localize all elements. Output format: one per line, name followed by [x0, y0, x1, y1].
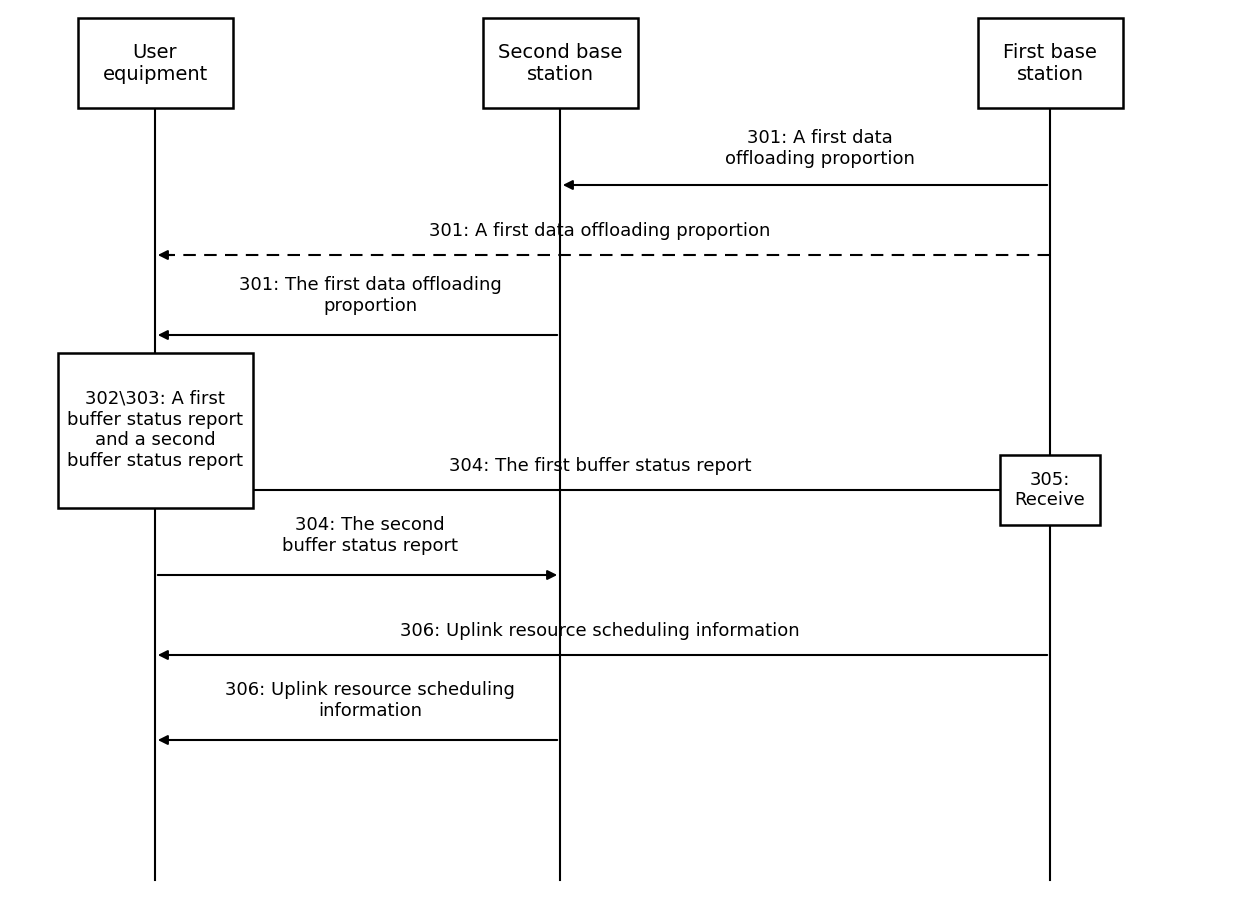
Bar [57, 353, 253, 508]
Text: 306: Uplink resource scheduling information: 306: Uplink resource scheduling informat… [401, 622, 800, 640]
Text: 305:
Receive: 305: Receive [1014, 471, 1085, 510]
Text: 306: Uplink resource scheduling
information: 306: Uplink resource scheduling informat… [226, 681, 515, 720]
Text: First base
station: First base station [1003, 42, 1097, 84]
Bar [977, 18, 1122, 108]
Text: 302\303: A first
buffer status report
and a second
buffer status report: 302\303: A first buffer status report an… [67, 390, 243, 470]
Text: Second base
station: Second base station [497, 42, 622, 84]
Bar [77, 18, 233, 108]
Text: 304: The first buffer status report: 304: The first buffer status report [449, 457, 751, 475]
Bar [482, 18, 637, 108]
Text: 301: The first data offloading
proportion: 301: The first data offloading proportio… [238, 276, 501, 315]
Bar [999, 455, 1100, 525]
Text: User
equipment: User equipment [103, 42, 207, 84]
Text: 301: A first data offloading proportion: 301: A first data offloading proportion [429, 222, 771, 240]
Text: 304: The second
buffer status report: 304: The second buffer status report [281, 516, 458, 555]
Text: 301: A first data
offloading proportion: 301: A first data offloading proportion [725, 129, 915, 168]
